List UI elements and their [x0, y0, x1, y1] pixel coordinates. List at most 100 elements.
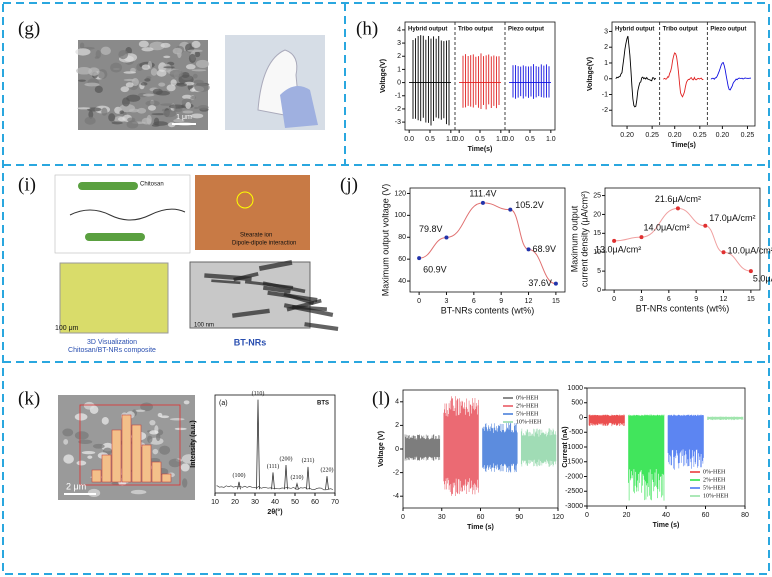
- y-tick-label: 3: [604, 28, 608, 35]
- grain: [94, 56, 99, 59]
- grain: [126, 94, 141, 102]
- y-tick-label: 500: [571, 400, 583, 407]
- grain: [81, 450, 96, 455]
- peak-label: (200): [280, 455, 293, 462]
- x-tick-label: 40: [271, 499, 279, 506]
- peak: [325, 476, 329, 490]
- y-tick-label: 3: [397, 40, 401, 47]
- grain: [141, 117, 152, 125]
- panel-label: (g): [18, 18, 40, 39]
- y-tick-label: -2500: [565, 488, 583, 495]
- grain: [182, 110, 194, 114]
- x-tick-label: 9: [499, 298, 503, 305]
- x-tick-label: 0.25: [741, 132, 755, 139]
- grain: [190, 95, 197, 100]
- waveform: [707, 416, 744, 421]
- x-tick-label: 50: [291, 499, 299, 506]
- value-label: 105.2V: [515, 200, 544, 210]
- x-tick-label: 0.0: [454, 136, 464, 143]
- x-tick-label: 0: [401, 514, 405, 521]
- grain: [100, 46, 111, 55]
- grain: [148, 458, 161, 463]
- y-axis-label: Maximum output: [569, 205, 579, 272]
- nanorod: [78, 182, 138, 190]
- segment-title: Hybrid output: [408, 27, 447, 33]
- x-tick-label: 0: [585, 512, 589, 519]
- grain: [185, 101, 192, 109]
- x-axis-label: Time(s): [671, 142, 696, 149]
- label: Dipole-dipole interaction: [232, 241, 296, 247]
- scale-label: 2 μm: [66, 481, 86, 491]
- waveform: [628, 414, 665, 501]
- value-label: 14.0μA/cm²: [643, 222, 689, 232]
- x-axis-label: BT-NRs contents (wt%): [441, 305, 535, 315]
- y-tick-label: -2: [602, 107, 608, 114]
- title: BTS: [317, 401, 329, 407]
- y-tick-label: 0: [397, 79, 401, 86]
- y-axis-label: current density (μA/cm²): [579, 191, 589, 287]
- grain: [131, 78, 139, 87]
- y-axis-label: Intensity (a.u.): [190, 420, 197, 467]
- segment-title: Hybrid output: [615, 27, 654, 33]
- segment-title: Tribo output: [663, 27, 698, 33]
- y-axis-label: Voltage (V): [378, 431, 385, 467]
- y-tick-label: -500: [569, 429, 583, 436]
- grain: [160, 42, 171, 48]
- grain: [193, 79, 204, 84]
- scale-label: 1 μm: [176, 114, 192, 121]
- grain: [63, 454, 74, 464]
- y-tick-label: 60: [398, 256, 406, 263]
- rod: [258, 260, 293, 272]
- waveform: [404, 434, 441, 461]
- x-tick-label: 0.25: [645, 132, 659, 139]
- peak: [237, 481, 241, 490]
- peak-label: (211): [302, 457, 315, 464]
- scale-label: 100 μm: [55, 325, 79, 332]
- waveform: [667, 414, 704, 470]
- grain: [162, 109, 177, 118]
- grain: [159, 445, 171, 455]
- grain: [74, 431, 89, 440]
- waveform: [710, 61, 752, 91]
- value-label: 21.6μA/cm²: [655, 194, 701, 204]
- value-label: 13.0μA/cm²: [595, 244, 641, 254]
- peak-label: (220): [321, 467, 334, 474]
- y-tick-label: -1500: [565, 459, 583, 466]
- grain: [183, 400, 190, 405]
- grain: [189, 88, 196, 92]
- grain: [190, 113, 204, 119]
- y-tick-label: 2: [395, 422, 399, 429]
- y-tick-label: 1: [604, 60, 608, 67]
- grain: [155, 433, 161, 442]
- grain: [166, 84, 176, 92]
- grain: [74, 413, 88, 421]
- x-tick-label: 30: [438, 514, 446, 521]
- value-label: 111.4V: [469, 188, 496, 198]
- segment-title: Piezo output: [508, 27, 544, 33]
- grain: [187, 49, 203, 53]
- grain: [141, 64, 151, 70]
- rod: [304, 322, 339, 331]
- grain: [142, 93, 155, 97]
- x-tick-label: 60: [477, 514, 485, 521]
- y-tick-label: 0: [395, 446, 399, 453]
- value-label: 79.8V: [419, 224, 443, 234]
- y-tick-label: -1: [395, 93, 401, 100]
- point: [444, 235, 449, 240]
- grain: [172, 47, 183, 55]
- label: Chitosan: [140, 182, 164, 188]
- film-photo: [195, 175, 310, 250]
- grain: [75, 48, 91, 56]
- point: [703, 223, 708, 228]
- grain: [149, 430, 159, 435]
- grain: [181, 454, 196, 464]
- y-axis-label: Voltage(V): [380, 59, 387, 93]
- segment-title: Tribo output: [458, 27, 493, 33]
- y-tick-label: 20: [593, 211, 601, 218]
- value-label: 60.9V: [423, 265, 447, 275]
- peak-label: (111): [267, 463, 280, 470]
- y-tick-label: 4: [397, 27, 401, 34]
- y-axis-label: Current (nA): [562, 426, 569, 467]
- waveform: [663, 52, 704, 98]
- x-tick-label: 1.0: [446, 136, 456, 143]
